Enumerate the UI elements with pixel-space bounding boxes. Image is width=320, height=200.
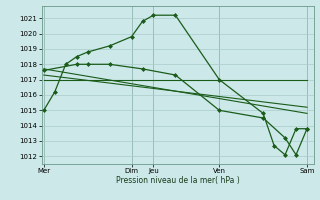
X-axis label: Pression niveau de la mer( hPa ): Pression niveau de la mer( hPa ) — [116, 176, 239, 185]
